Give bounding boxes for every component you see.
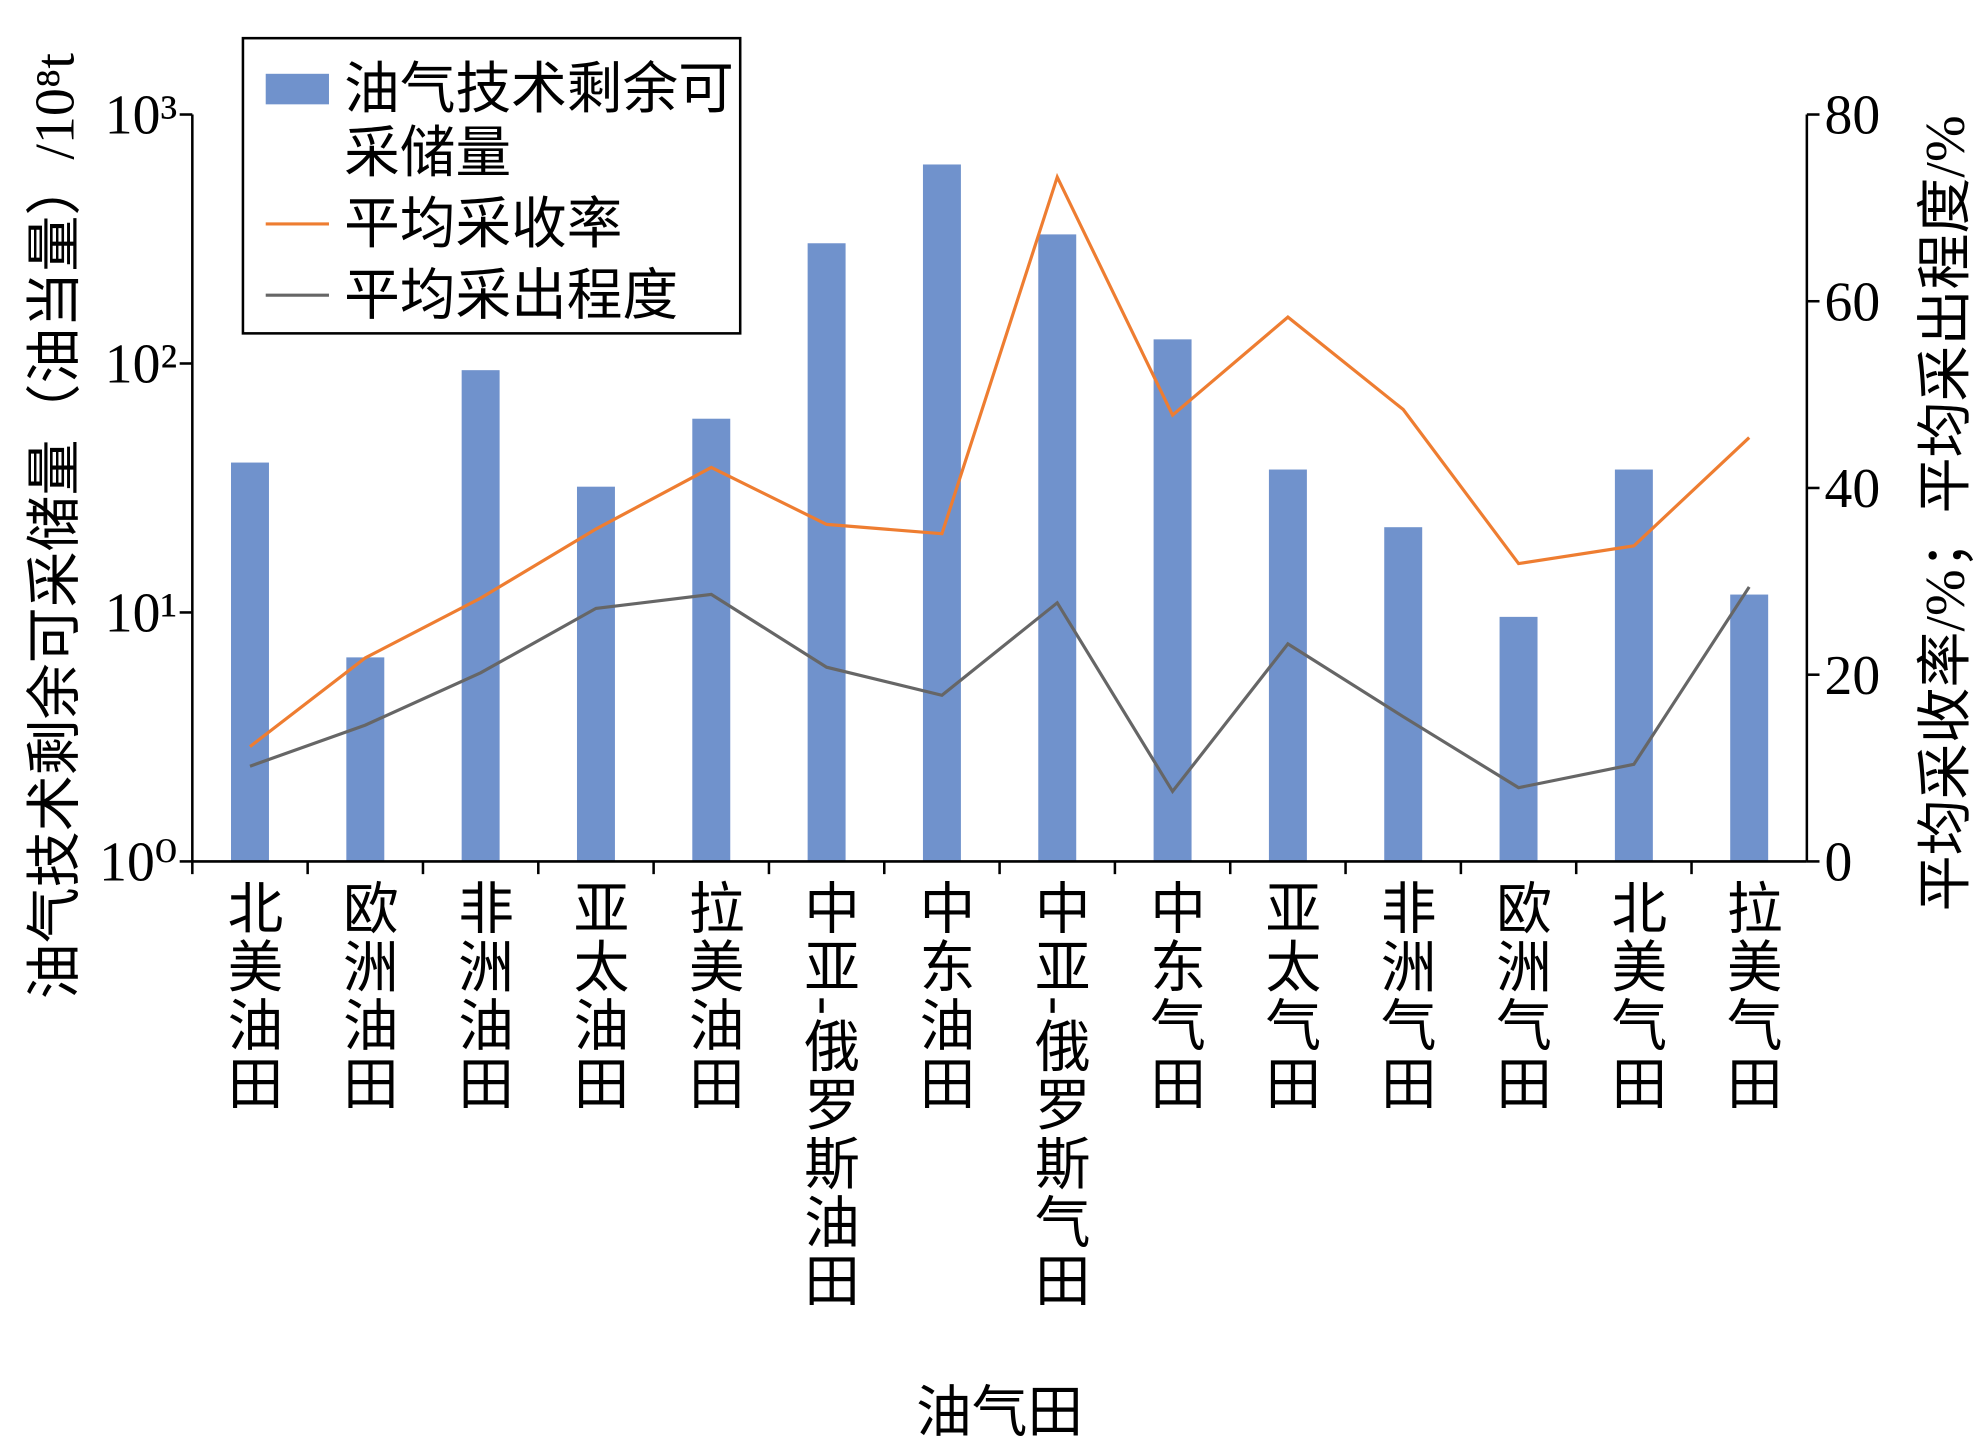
bar <box>1268 469 1307 862</box>
y-tick-label: 10² <box>105 333 177 395</box>
y2-tick-label: 20 <box>1825 645 1881 707</box>
x-tick-label: 非洲气田 <box>1372 879 1435 1113</box>
bar <box>922 164 961 862</box>
x-tick-label: 中东油田 <box>911 879 973 1113</box>
bar <box>346 657 385 862</box>
y2-tick-label: 0 <box>1825 831 1853 893</box>
line <box>249 586 1751 795</box>
x-tick-label: 中东气田 <box>1142 879 1205 1113</box>
bar <box>461 370 500 862</box>
y2-tick-label: 80 <box>1825 84 1881 146</box>
bar <box>1499 616 1538 862</box>
x-tick-label: 拉美气田 <box>1718 879 1781 1113</box>
line <box>249 172 1751 748</box>
bar <box>1038 234 1077 862</box>
legend-label: 平均采收率 <box>344 194 622 256</box>
legend-label: 平均采出程度 <box>344 265 678 327</box>
bar <box>576 486 615 862</box>
legend-swatch <box>265 73 329 105</box>
y2-axis-label: 平均采收率/%；平均采出程度/% <box>1915 115 1977 911</box>
y-tick-label: 10⁰ <box>99 831 177 893</box>
bar <box>1153 339 1192 862</box>
x-tick-label: 欧洲油田 <box>334 879 396 1113</box>
bar <box>1614 469 1653 862</box>
y-tick-label: 10¹ <box>105 582 177 644</box>
bar <box>692 418 731 862</box>
y-tick-label: 10³ <box>105 84 177 146</box>
y2-tick-label: 60 <box>1825 271 1881 333</box>
x-tick-label: 北美气田 <box>1603 879 1666 1113</box>
x-tick-label: 拉美油田 <box>680 879 742 1113</box>
x-tick-label: 非洲油田 <box>450 879 512 1113</box>
y-axis-label: 油气技术剩余可采储量（油当量）/10⁸t <box>25 53 87 1000</box>
x-tick-label: 中亚-俄罗斯油田 <box>796 879 859 1310</box>
bar <box>1730 594 1769 862</box>
bar <box>1384 527 1423 862</box>
x-tick-label: 欧洲气田 <box>1488 879 1551 1113</box>
x-tick-label: 北美油田 <box>219 879 282 1113</box>
x-tick-label: 亚太气田 <box>1257 879 1320 1113</box>
x-tick-label: 亚太油田 <box>565 879 627 1113</box>
bar <box>231 462 269 862</box>
x-tick-label: 中亚-俄罗斯气田 <box>1026 879 1089 1310</box>
bar <box>807 243 846 862</box>
x-axis-label: 油气田 <box>916 1382 1083 1444</box>
y2-tick-label: 40 <box>1825 458 1881 520</box>
legend-label: 油气技术剩余可采储量 <box>344 59 734 185</box>
